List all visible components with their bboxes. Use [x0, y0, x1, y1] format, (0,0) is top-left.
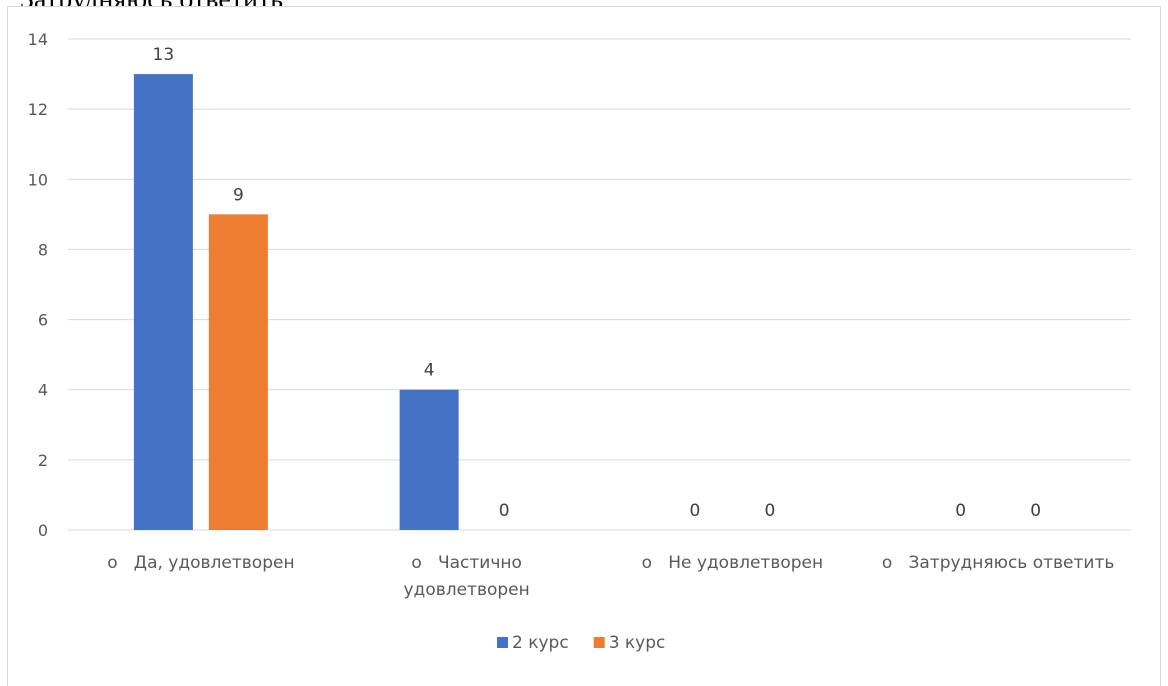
legend: 2 курс 3 курс — [497, 633, 665, 653]
data-label: 0 — [1030, 501, 1041, 521]
x-category-label: удовлетворен — [404, 580, 530, 600]
legend-label: 2 курс — [512, 633, 569, 653]
x-category-label: o Частично — [411, 553, 522, 573]
data-label: 4 — [424, 361, 435, 381]
data-labels: 13 9 4 0 0 0 0 0 — [153, 45, 1041, 521]
x-category-label: o Затрудняюсь ответить — [882, 553, 1115, 573]
bar — [133, 74, 193, 531]
chart-frame — [7, 6, 1161, 686]
legend-swatch — [497, 637, 508, 648]
data-label: 0 — [499, 501, 510, 521]
y-tick-label: 10 — [28, 170, 48, 189]
bar — [399, 389, 459, 530]
y-tick-label: 14 — [28, 30, 48, 49]
y-tick-label: 6 — [38, 311, 48, 330]
data-label: 0 — [955, 501, 966, 521]
y-axis-ticks: 0 2 4 6 8 10 12 14 — [28, 30, 48, 540]
y-tick-label: 2 — [38, 451, 48, 470]
data-label: 0 — [764, 501, 775, 521]
data-label: 0 — [689, 501, 700, 521]
y-tick-label: 0 — [38, 521, 48, 540]
y-tick-label: 12 — [28, 100, 48, 119]
data-label: 13 — [153, 45, 175, 65]
y-tick-label: 4 — [38, 381, 48, 400]
bar — [208, 214, 268, 530]
legend-label: 3 курс — [609, 633, 666, 653]
x-category-label: o Да, удовлетворен — [107, 553, 294, 573]
bars — [133, 74, 459, 531]
x-axis-categories: o Да, удовлетворен o Частично удовлетворен… — [107, 553, 1114, 600]
y-tick-label: 8 — [38, 240, 48, 259]
legend-swatch — [593, 637, 605, 648]
data-label: 9 — [233, 185, 244, 205]
x-category-label: o Не удовлетворен — [642, 553, 824, 573]
